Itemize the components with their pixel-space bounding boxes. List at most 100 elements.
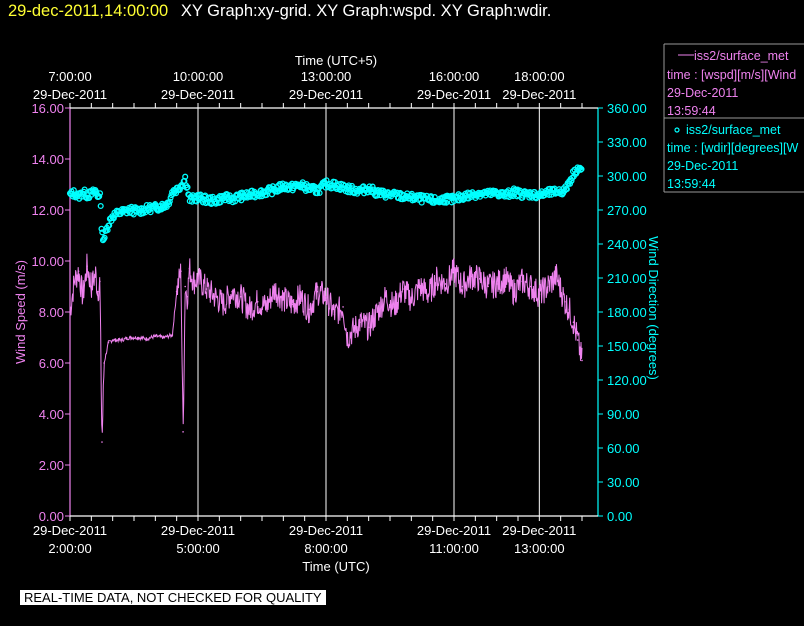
wind-speed-point bbox=[192, 280, 195, 283]
wind-direction-point bbox=[578, 166, 585, 173]
wind-direction-point bbox=[101, 234, 108, 241]
wind-speed-point bbox=[410, 298, 413, 301]
legend-item-date: 29-Dec-2011 bbox=[667, 86, 738, 100]
wind-speed-point bbox=[478, 278, 481, 280]
wind-speed-point bbox=[128, 336, 131, 339]
top-tick-time: 10:00:00 bbox=[173, 69, 224, 84]
left-tick-label: 12.00 bbox=[31, 203, 64, 218]
wind-speed-point bbox=[186, 295, 189, 298]
wind-speed-point bbox=[576, 339, 579, 341]
wind-speed-point bbox=[530, 285, 532, 288]
right-tick-label: 30.00 bbox=[607, 475, 640, 490]
wind-speed-point bbox=[146, 337, 148, 340]
bottom-tick-date: 29-Dec-2011 bbox=[289, 523, 363, 538]
right-tick-label: 300.00 bbox=[607, 169, 647, 184]
header-timestamp: 29-dec-2011,14:00:00 bbox=[8, 2, 169, 20]
wind-speed-point bbox=[94, 272, 97, 275]
right-axis-title: Wind Direction (degrees) bbox=[646, 236, 661, 380]
wind-speed-point bbox=[453, 270, 455, 273]
wind-direction-point bbox=[529, 194, 536, 201]
legend-item-var: time : [wdir][degrees][W bbox=[667, 141, 798, 155]
legend-item-name: iss2/surface_met bbox=[686, 123, 781, 137]
bottom-tick-time: 5:00:00 bbox=[176, 541, 219, 556]
wind-speed-point bbox=[564, 301, 566, 303]
right-tick-label: 240.00 bbox=[607, 237, 647, 252]
wind-speed-point bbox=[333, 313, 336, 316]
left-tick-label: 10.00 bbox=[31, 254, 64, 269]
wind-speed-point bbox=[325, 295, 327, 298]
legend-item-date: 29-Dec-2011 bbox=[667, 159, 738, 173]
wind-speed-point bbox=[231, 290, 233, 293]
wind-speed-point bbox=[163, 336, 165, 339]
wind-speed-point bbox=[384, 295, 387, 298]
wind-speed-point bbox=[308, 308, 310, 311]
wind-speed-point bbox=[427, 293, 430, 295]
wind-speed-point bbox=[184, 285, 186, 288]
legend-item-time: 13:59:44 bbox=[667, 104, 716, 118]
wind-speed-point bbox=[350, 331, 353, 334]
top-tick-time: 7:00:00 bbox=[48, 69, 91, 84]
legend-circle-marker bbox=[674, 127, 680, 133]
left-tick-label: 16.00 bbox=[31, 101, 64, 116]
right-tick-label: 210.00 bbox=[607, 271, 647, 286]
bottom-tick-time: 13:00:00 bbox=[514, 541, 565, 556]
wind-direction-point bbox=[182, 173, 189, 180]
wind-direction-point bbox=[316, 189, 323, 197]
legend-item-name: iss2/surface_met bbox=[694, 49, 789, 63]
wind-direction-point bbox=[97, 202, 104, 210]
wind-speed-point bbox=[538, 293, 541, 295]
bottom-tick-time: 11:00:00 bbox=[429, 541, 479, 556]
top-tick-time: 18:00:00 bbox=[514, 69, 565, 84]
wind-speed-point bbox=[282, 298, 285, 301]
left-tick-label: 14.00 bbox=[31, 152, 64, 167]
wind-speed-point bbox=[77, 270, 80, 273]
left-tick-label: 6.00 bbox=[39, 356, 64, 371]
wind-speed-point bbox=[180, 270, 182, 273]
bottom-tick-date: 29-Dec-2011 bbox=[417, 523, 491, 538]
right-tick-label: 270.00 bbox=[607, 203, 647, 218]
left-tick-label: 4.00 bbox=[39, 407, 64, 422]
bottom-tick-date: 29-Dec-2011 bbox=[502, 523, 576, 538]
right-tick-label: 120.00 bbox=[607, 373, 647, 388]
left-tick-label: 2.00 bbox=[39, 458, 64, 473]
wind-direction-point bbox=[510, 193, 517, 200]
top-tick-date: 29-Dec-2011 bbox=[161, 87, 235, 102]
wind-speed-point bbox=[346, 336, 349, 339]
wind-speed-point bbox=[436, 278, 438, 280]
wind-speed-point bbox=[291, 303, 293, 306]
top-tick-time: 13:00:00 bbox=[301, 69, 352, 84]
wind-speed-line bbox=[69, 253, 583, 433]
wind-speed-point bbox=[521, 280, 524, 283]
wind-speed-point bbox=[214, 295, 216, 298]
wind-direction-point bbox=[96, 193, 103, 200]
wind-speed-point bbox=[568, 308, 570, 311]
right-tick-label: 330.00 bbox=[607, 135, 647, 150]
wind-direction-point bbox=[184, 184, 191, 191]
wind-speed-point bbox=[555, 275, 558, 278]
wind-speed-point bbox=[248, 308, 250, 311]
top-tick-date: 29-Dec-2011 bbox=[33, 87, 107, 102]
legend-item-time: 13:59:44 bbox=[667, 177, 716, 191]
wind-speed-point bbox=[111, 339, 114, 341]
right-tick-label: 60.00 bbox=[607, 441, 640, 456]
bottom-tick-time: 2:00:00 bbox=[48, 541, 91, 556]
right-tick-label: 90.00 bbox=[607, 407, 640, 422]
wind-speed-point bbox=[182, 431, 184, 433]
wind-speed-point bbox=[419, 285, 421, 288]
wind-speed-point bbox=[342, 306, 344, 308]
top-axis-label: Time (UTC+5) bbox=[295, 53, 377, 68]
grid-layer bbox=[69, 108, 540, 516]
wind-speed-point bbox=[359, 321, 361, 324]
wind-direction-point bbox=[81, 186, 88, 193]
wind-direction-point bbox=[96, 190, 104, 197]
wind-speed-point bbox=[547, 285, 549, 288]
wind-speed-point bbox=[572, 321, 575, 324]
header-graph-titles: XY Graph:xy-grid. XY Graph:wspd. XY Grap… bbox=[180, 2, 552, 20]
wind-speed-point bbox=[487, 285, 489, 288]
wind-direction-point bbox=[166, 201, 173, 208]
wind-speed-point bbox=[222, 303, 225, 306]
wind-speed-point bbox=[461, 285, 464, 288]
wind-speed-point bbox=[393, 306, 396, 308]
chart-header: 29-dec-2011,14:00:00 XY Graph:xy-grid. X… bbox=[8, 2, 551, 21]
